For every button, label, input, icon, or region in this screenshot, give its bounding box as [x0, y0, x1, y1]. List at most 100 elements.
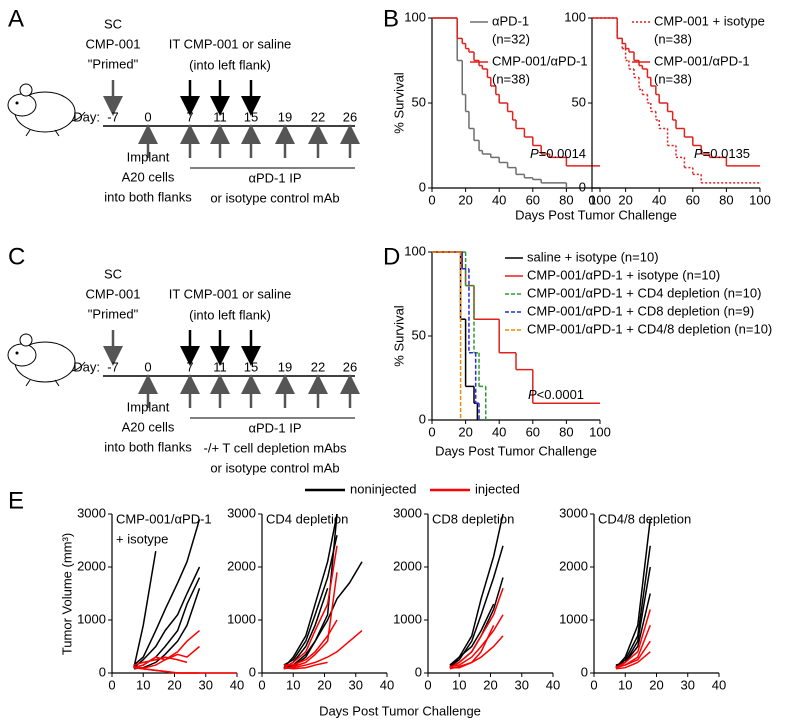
- mouse-feet: [25, 379, 60, 387]
- tumor-line: [133, 566, 201, 669]
- day-value: 22: [311, 109, 325, 124]
- subplot-title: + isotype: [116, 531, 168, 546]
- tumor-line: [449, 624, 495, 670]
- x-tick-label: 30: [349, 677, 363, 692]
- day-value: -7: [107, 359, 119, 374]
- x-tick-label: 20: [458, 192, 472, 207]
- day-value: 19: [278, 109, 292, 124]
- ip-label: or isotype control mAb: [210, 190, 339, 205]
- y-tick-label: 1000: [559, 611, 588, 626]
- y-tick-label: 2000: [559, 558, 588, 573]
- p-value: P=0.0135: [694, 146, 750, 161]
- day-value: 0: [144, 359, 151, 374]
- y-tick-label: 50: [572, 94, 586, 109]
- day-value: 0: [144, 109, 151, 124]
- y-tick-label: 100: [404, 9, 426, 24]
- tumor-line: [133, 519, 201, 666]
- y-tick-label: 100: [564, 9, 586, 24]
- legend-label: saline + isotype (n=10): [527, 249, 659, 264]
- y-tick-label: 0: [419, 179, 426, 194]
- x-tick-label: 20: [167, 677, 181, 692]
- tumor-line: [449, 577, 504, 669]
- it-label: IT CMP-001 or saline: [169, 286, 292, 301]
- legend-n: (n=38): [492, 71, 530, 86]
- implant-label: A20 cells: [122, 169, 175, 184]
- day-value: 26: [343, 109, 357, 124]
- legend-label: CMP-001/αPD-1: [492, 53, 588, 68]
- tumor-line: [133, 550, 157, 668]
- y-tick-label: 3000: [227, 505, 256, 520]
- x-tick-label: 100: [589, 424, 611, 439]
- day-value: 11: [213, 359, 227, 374]
- x-tick-label: 40: [380, 677, 394, 692]
- x-tick-label: 100: [589, 192, 611, 207]
- legend-label: αPD-1: [492, 13, 529, 28]
- x-tick-label: 10: [286, 677, 300, 692]
- tumor-line: [283, 561, 363, 670]
- tumor-line: [615, 640, 651, 669]
- x-tick-label: 0: [590, 677, 597, 692]
- day-value: 7: [186, 109, 193, 124]
- y-tick-label: 2000: [227, 558, 256, 573]
- legend-n: (n=38): [654, 71, 692, 86]
- legend-label: CMP-001/αPD-1: [654, 53, 750, 68]
- y-axis-label: Tumor Volume (mm³): [59, 533, 74, 655]
- sc-label: "Primed": [88, 306, 139, 321]
- ip-label: or isotype control mAb: [210, 460, 339, 475]
- tumor-line: [283, 535, 338, 666]
- legend-n: (n=32): [492, 31, 530, 46]
- legend-label: CMP-001/αPD-1 + CD8 depletion (n=9): [527, 303, 754, 318]
- x-tick-label: 60: [526, 192, 540, 207]
- legend-label: noninjected: [350, 481, 417, 496]
- tumor-line: [133, 666, 200, 674]
- x-tick-label: 20: [618, 192, 632, 207]
- tumor-line: [283, 661, 328, 670]
- day-value: 11: [213, 109, 227, 124]
- tumor-line: [283, 513, 338, 669]
- tumor-line: [615, 609, 651, 669]
- tumor-line: [449, 587, 504, 669]
- x-tick-label: 20: [649, 677, 663, 692]
- p-value: P<0.0001: [528, 387, 584, 402]
- ip-label: αPD-1 IP: [248, 170, 301, 185]
- p-text: =0.0135: [703, 146, 750, 161]
- y-tick-label: 0: [99, 664, 106, 679]
- implant-label: Implant: [127, 399, 170, 414]
- y-tick-label: 1000: [227, 611, 256, 626]
- y-tick-label: 1000: [77, 611, 106, 626]
- x-tick-label: 40: [492, 424, 506, 439]
- x-tick-label: 40: [230, 677, 244, 692]
- x-tick-label: 80: [719, 192, 733, 207]
- y-tick-label: 3000: [559, 505, 588, 520]
- tumor-line: [283, 630, 363, 669]
- tumor-line: [283, 545, 338, 669]
- x-tick-label: 0: [424, 677, 431, 692]
- mouse-eye: [15, 351, 19, 355]
- implant-label: into both flanks: [104, 439, 192, 454]
- subplot-title: CD4/8 depletion: [598, 511, 691, 526]
- y-tick-label: 2000: [77, 558, 106, 573]
- legend-label: CMP-001/αPD-1 + CD4 depletion (n=10): [527, 285, 761, 300]
- day-label: Day:: [73, 359, 100, 374]
- panel-label: E: [8, 487, 24, 514]
- x-tick-label: 0: [588, 192, 595, 207]
- sc-label: CMP-001: [86, 36, 141, 51]
- x-tick-label: 30: [681, 677, 695, 692]
- x-tick-label: 0: [108, 677, 115, 692]
- x-tick-label: 60: [526, 424, 540, 439]
- mouse-eye: [15, 101, 19, 105]
- y-tick-label: 1000: [393, 611, 422, 626]
- p-symbol: P: [694, 146, 703, 161]
- panel-label: D: [383, 243, 400, 270]
- x-tick-label: 100: [749, 192, 771, 207]
- x-tick-label: 40: [546, 677, 560, 692]
- p-text: <0.0001: [537, 387, 584, 402]
- y-tick-label: 50: [412, 327, 426, 342]
- day-value: 15: [244, 359, 258, 374]
- x-tick-label: 10: [618, 677, 632, 692]
- x-tick-label: 0: [258, 677, 265, 692]
- y-tick-label: 3000: [393, 505, 422, 520]
- tumor-line: [449, 545, 504, 668]
- day-value: -7: [107, 109, 119, 124]
- tumor-line: [283, 572, 338, 670]
